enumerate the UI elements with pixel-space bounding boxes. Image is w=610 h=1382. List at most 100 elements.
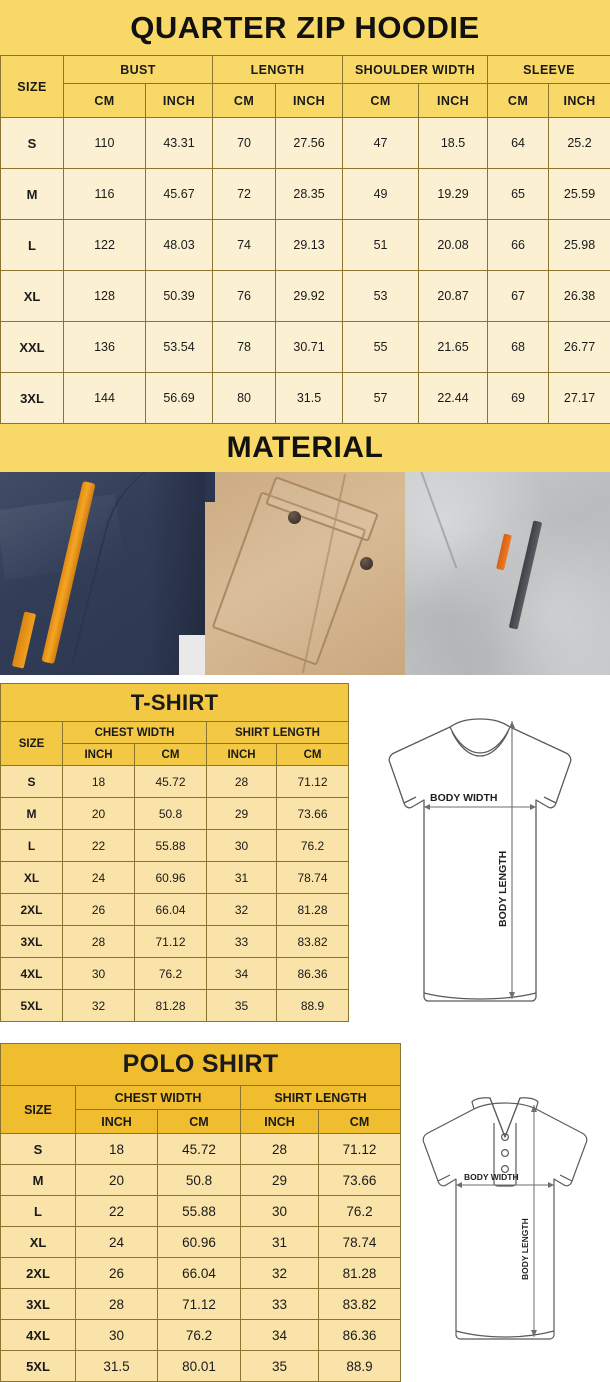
table-row: 2XL 26 66.04 32 81.28 (1, 1258, 401, 1289)
hoodie-cell-bust-cm: 144 (64, 373, 146, 424)
tshirt-cell-size: XL (1, 862, 63, 894)
hoodie-cell-size: XL (1, 271, 64, 322)
hoodie-cell-sleeve-cm: 65 (488, 169, 549, 220)
tshirt-unit-length-inch: INCH (207, 744, 277, 766)
hoodie-cell-shoulder-cm: 57 (343, 373, 419, 424)
hoodie-cell-sleeve-inch: 26.38 (549, 271, 610, 322)
polo-section-title: POLO SHIRT (1, 1044, 401, 1086)
hoodie-cell-sleeve-inch: 25.59 (549, 169, 610, 220)
hoodie-header-sleeve: SLEEVE (488, 56, 610, 84)
hoodie-unit-bust-cm: CM (64, 84, 146, 118)
hoodie-header-size: SIZE (1, 56, 64, 118)
polo-body-length-label: BODY LENGTH (520, 1218, 530, 1280)
polo-cell-length-inch: 31 (241, 1227, 319, 1258)
hoodie-cell-sleeve-inch: 26.77 (549, 322, 610, 373)
hoodie-unit-sleeve-cm: CM (488, 84, 549, 118)
tshirt-cell-chest-inch: 20 (63, 798, 135, 830)
snap-button-icon (360, 557, 373, 570)
polo-cell-length-cm: 83.82 (319, 1289, 401, 1320)
table-row: 3XL 144 56.69 80 31.5 57 22.44 69 27.17 (1, 373, 610, 424)
hoodie-unit-length-inch: INCH (276, 84, 343, 118)
tshirt-cell-chest-cm: 71.12 (135, 926, 207, 958)
tshirt-cell-size: 4XL (1, 958, 63, 990)
hoodie-cell-sleeve-cm: 66 (488, 220, 549, 271)
polo-cell-size: 2XL (1, 1258, 76, 1289)
tshirt-cell-length-cm: 78.74 (277, 862, 349, 894)
hoodie-cell-length-inch: 29.92 (276, 271, 343, 322)
table-row: 5XL 31.5 80.01 35 88.9 (1, 1351, 401, 1382)
hoodie-cell-shoulder-cm: 47 (343, 118, 419, 169)
polo-cell-length-cm: 71.12 (319, 1134, 401, 1165)
hoodie-cell-shoulder-cm: 49 (343, 169, 419, 220)
hoodie-cell-bust-inch: 53.54 (146, 322, 213, 373)
tshirt-cell-chest-inch: 18 (63, 766, 135, 798)
polo-cell-chest-inch: 24 (76, 1227, 158, 1258)
polo-cell-chest-cm: 55.88 (158, 1196, 241, 1227)
tshirt-cell-length-cm: 88.9 (277, 990, 349, 1022)
hoodie-cell-bust-cm: 128 (64, 271, 146, 322)
hoodie-unit-sleeve-inch: INCH (549, 84, 610, 118)
hoodie-cell-shoulder-cm: 51 (343, 220, 419, 271)
polo-header-shirt-length: SHIRT LENGTH (241, 1086, 401, 1110)
hoodie-header-bust: BUST (64, 56, 213, 84)
fleece-texture (405, 472, 610, 675)
table-row: L 22 55.88 30 76.2 (1, 1196, 401, 1227)
tshirt-cell-length-cm: 73.66 (277, 798, 349, 830)
hoodie-cell-length-cm: 72 (213, 169, 276, 220)
hoodie-cell-shoulder-inch: 19.29 (419, 169, 488, 220)
polo-unit-length-cm: CM (319, 1110, 401, 1134)
polo-cell-chest-inch: 28 (76, 1289, 158, 1320)
polo-cell-chest-cm: 71.12 (158, 1289, 241, 1320)
polo-cell-chest-inch: 22 (76, 1196, 158, 1227)
table-row: 4XL 30 76.2 34 86.36 (1, 958, 349, 990)
hoodie-cell-size: M (1, 169, 64, 220)
hoodie-cell-sleeve-cm: 68 (488, 322, 549, 373)
tshirt-cell-chest-inch: 24 (63, 862, 135, 894)
polo-cell-length-cm: 73.66 (319, 1165, 401, 1196)
polo-cell-chest-inch: 20 (76, 1165, 158, 1196)
table-row: M 20 50.8 29 73.66 (1, 1165, 401, 1196)
hoodie-cell-length-inch: 30.71 (276, 322, 343, 373)
hoodie-cell-length-cm: 70 (213, 118, 276, 169)
tshirt-body-width-label: BODY WIDTH (430, 792, 497, 804)
hoodie-cell-sleeve-cm: 69 (488, 373, 549, 424)
polo-cell-length-inch: 32 (241, 1258, 319, 1289)
polo-cell-length-inch: 28 (241, 1134, 319, 1165)
polo-size-table: POLO SHIRT SIZE CHEST WIDTH SHIRT LENGTH… (0, 1043, 401, 1382)
polo-unit-chest-cm: CM (158, 1110, 241, 1134)
polo-cell-size: 3XL (1, 1289, 76, 1320)
table-row: M 116 45.67 72 28.35 49 19.29 65 25.59 (1, 169, 610, 220)
polo-cell-length-inch: 34 (241, 1320, 319, 1351)
table-row: 4XL 30 76.2 34 86.36 (1, 1320, 401, 1351)
hoodie-cell-shoulder-cm: 53 (343, 271, 419, 322)
polo-cell-length-inch: 33 (241, 1289, 319, 1320)
table-row: S 110 43.31 70 27.56 47 18.5 64 25.2 (1, 118, 610, 169)
table-row: S 18 45.72 28 71.12 (1, 1134, 401, 1165)
tshirt-cell-length-cm: 71.12 (277, 766, 349, 798)
tshirt-measurement-diagram: BODY WIDTH BODY LENGTH (360, 697, 600, 1027)
hoodie-cell-length-cm: 80 (213, 373, 276, 424)
polo-header-chest-width: CHEST WIDTH (76, 1086, 241, 1110)
polo-unit-chest-inch: INCH (76, 1110, 158, 1134)
tshirt-header-shirt-length: SHIRT LENGTH (207, 722, 349, 744)
tshirt-cell-length-cm: 83.82 (277, 926, 349, 958)
polo-cell-chest-cm: 45.72 (158, 1134, 241, 1165)
polo-cell-length-inch: 30 (241, 1196, 319, 1227)
tshirt-cell-length-cm: 76.2 (277, 830, 349, 862)
tshirt-unit-length-cm: CM (277, 744, 349, 766)
tshirt-cell-length-cm: 81.28 (277, 894, 349, 926)
polo-cell-chest-cm: 76.2 (158, 1320, 241, 1351)
hoodie-cell-bust-cm: 110 (64, 118, 146, 169)
snap-button-icon (288, 511, 301, 524)
hoodie-cell-shoulder-inch: 18.5 (419, 118, 488, 169)
polo-cell-size: M (1, 1165, 76, 1196)
photo-corner (179, 635, 205, 675)
table-row: L 22 55.88 30 76.2 (1, 830, 349, 862)
tshirt-header-chest-width: CHEST WIDTH (63, 722, 207, 744)
khaki-snap-pocket-photo (205, 472, 405, 675)
tshirt-cell-length-inch: 28 (207, 766, 277, 798)
tshirt-cell-length-inch: 32 (207, 894, 277, 926)
hoodie-cell-shoulder-inch: 21.65 (419, 322, 488, 373)
hoodie-unit-shoulder-inch: INCH (419, 84, 488, 118)
table-row: 2XL 26 66.04 32 81.28 (1, 894, 349, 926)
